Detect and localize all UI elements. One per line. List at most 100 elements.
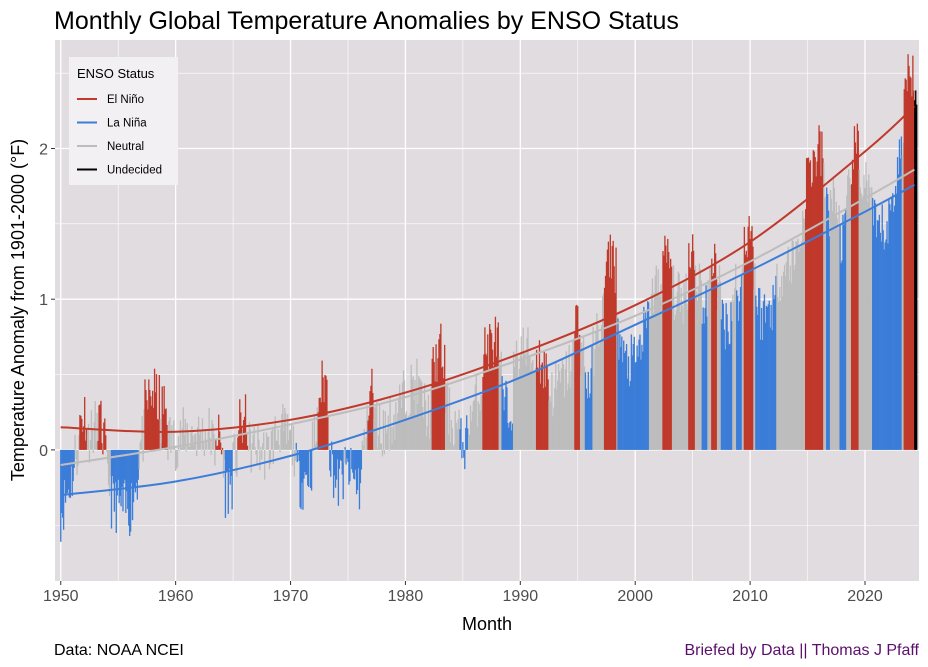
bar-neutral xyxy=(328,446,330,450)
bar-la-nina xyxy=(721,299,723,450)
bar-neutral xyxy=(733,301,735,450)
bar-la-nina xyxy=(630,334,633,450)
bar-la-nina xyxy=(230,449,232,476)
bar-neutral xyxy=(373,418,375,450)
bar-el-nino xyxy=(82,431,84,450)
bar-la-nina xyxy=(344,447,346,450)
bar-la-nina xyxy=(120,449,122,507)
bar-neutral xyxy=(846,195,848,450)
bar-la-nina xyxy=(759,339,762,450)
bar-el-nino xyxy=(317,412,319,450)
bar-neutral xyxy=(515,340,518,450)
bar-la-nina xyxy=(728,344,730,450)
bar-el-nino xyxy=(220,449,223,455)
bar-el-nino xyxy=(436,382,438,450)
bar-neutral xyxy=(91,429,93,450)
bar-el-nino xyxy=(808,162,811,450)
bar-neutral xyxy=(533,373,535,450)
x-axis: 1950 1960 1970 1980 1990 2000 2010 2020 xyxy=(43,581,883,605)
bar-neutral xyxy=(273,426,275,450)
bar-neutral xyxy=(648,320,651,450)
bar-neutral xyxy=(792,241,794,450)
bar-neutral xyxy=(564,368,566,450)
bar-la-nina xyxy=(872,197,874,450)
bar-el-nino xyxy=(689,267,691,450)
bar-neutral xyxy=(314,444,317,450)
bar-el-nino xyxy=(490,333,493,450)
bar-neutral xyxy=(732,294,734,450)
bar-la-nina xyxy=(466,415,468,450)
bar-el-nino xyxy=(543,350,545,450)
bar-neutral xyxy=(781,275,783,450)
bar-la-nina xyxy=(67,449,70,490)
bar-neutral xyxy=(659,296,661,450)
bar-el-nino xyxy=(615,247,617,450)
bar-neutral xyxy=(650,293,653,450)
bar-neutral xyxy=(658,293,660,450)
bar-neutral xyxy=(361,440,363,450)
bar-el-nino xyxy=(607,241,610,450)
bar-la-nina xyxy=(729,343,731,450)
trend-line-el-nino xyxy=(60,105,916,434)
bar-neutral xyxy=(190,432,192,450)
bar-la-nina xyxy=(352,449,354,473)
bar-la-nina xyxy=(460,418,462,450)
bar-neutral xyxy=(572,339,574,450)
bar-neutral xyxy=(248,422,251,450)
bar-la-nina xyxy=(459,429,461,450)
bar-neutral xyxy=(616,315,618,450)
bar-el-nino xyxy=(79,414,81,450)
bar-la-nina xyxy=(884,242,886,450)
bar-el-nino xyxy=(536,367,539,450)
bar-el-nino xyxy=(692,250,695,450)
bar-neutral xyxy=(383,449,386,455)
bar-neutral xyxy=(472,401,475,450)
bar-el-nino xyxy=(807,157,810,450)
bar-la-nina xyxy=(303,449,305,479)
bar-neutral xyxy=(865,162,867,450)
bar-el-nino xyxy=(906,91,908,450)
bar-neutral xyxy=(212,424,214,450)
bar-neutral xyxy=(284,408,286,450)
bar-neutral xyxy=(594,349,596,450)
bar-el-nino xyxy=(822,158,824,450)
bar-la-nina xyxy=(739,287,742,450)
credit-caption: Briefed by Data || Thomas J Pfaff xyxy=(685,642,920,659)
bar-la-nina xyxy=(894,185,897,450)
bar-la-nina xyxy=(827,194,829,450)
bar-el-nino xyxy=(371,368,373,450)
bar-la-nina xyxy=(622,362,624,450)
bar-neutral xyxy=(415,414,417,450)
bar-neutral xyxy=(559,382,562,450)
bar-la-nina xyxy=(740,275,743,450)
bar-la-nina xyxy=(619,334,621,450)
bar-neutral xyxy=(864,187,866,450)
bar-la-nina xyxy=(890,210,892,450)
bar-el-nino xyxy=(910,77,912,450)
bar-la-nina xyxy=(617,318,619,450)
bar-el-nino xyxy=(218,414,220,450)
bar-neutral xyxy=(271,427,273,450)
bar-neutral xyxy=(681,305,683,450)
bar-la-nina xyxy=(304,449,306,472)
bar-neutral xyxy=(316,407,318,450)
bar-el-nino xyxy=(326,379,328,450)
bar-el-nino xyxy=(101,443,103,450)
bar-neutral xyxy=(695,291,698,450)
bar-neutral xyxy=(868,174,870,450)
bar-el-nino xyxy=(693,269,696,450)
bar-neutral xyxy=(867,202,869,450)
bar-neutral xyxy=(901,155,903,450)
bar-la-nina xyxy=(295,442,297,450)
bar-neutral xyxy=(412,376,414,450)
bar-el-nino xyxy=(542,388,544,450)
bar-neutral xyxy=(77,449,79,467)
bar-neutral xyxy=(581,348,584,450)
bar-neutral xyxy=(793,269,795,450)
bar-neutral xyxy=(823,163,825,450)
bar-el-nino xyxy=(161,386,163,450)
bar-la-nina xyxy=(130,449,133,484)
source-caption: Data: NOAA NCEI xyxy=(54,642,184,659)
bar-neutral xyxy=(717,283,720,450)
bar-neutral xyxy=(674,314,677,450)
